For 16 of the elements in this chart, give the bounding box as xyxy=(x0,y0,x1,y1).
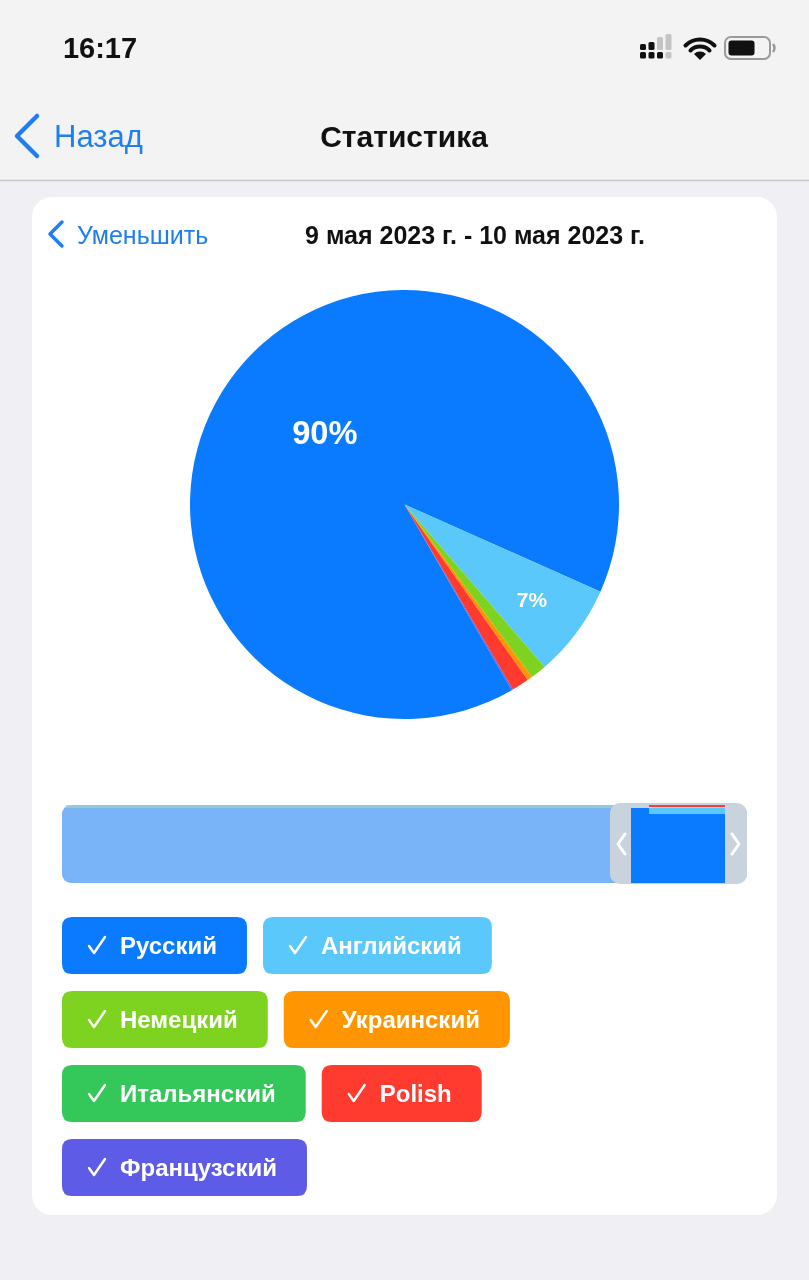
legend-label: Итальянский xyxy=(120,1080,276,1107)
data-label: 90% xyxy=(292,414,358,452)
pie-slice xyxy=(190,290,619,719)
legend-label: Немецкий xyxy=(120,1006,238,1033)
legend-label: Polish xyxy=(379,1080,452,1107)
legend-label: Французский xyxy=(120,1154,277,1181)
text: Уменьшить xyxy=(77,221,209,249)
chart-subtitle: 9 мая 2023 г. - 10 мая 2023 г. xyxy=(305,221,645,249)
pie-slice xyxy=(404,504,601,667)
chart-title: Статистика xyxy=(320,120,489,153)
text: 16:17 xyxy=(62,32,138,64)
legend-label: Английский xyxy=(320,932,462,959)
text: Назад xyxy=(54,119,143,154)
legend-label: Украинский xyxy=(341,1006,480,1033)
data-label: 7% xyxy=(516,587,548,611)
legend-label: Русский xyxy=(120,932,217,959)
